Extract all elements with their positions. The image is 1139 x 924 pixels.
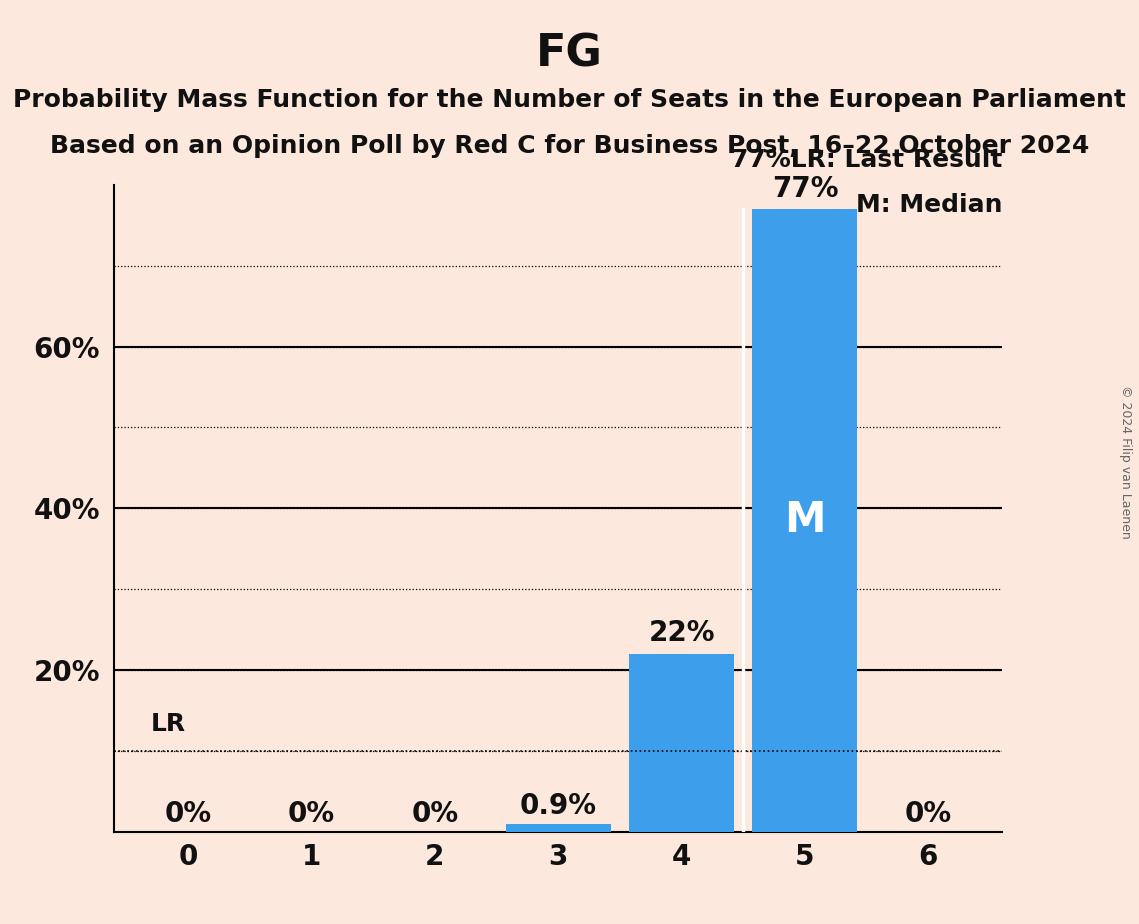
Text: FG: FG <box>536 32 603 76</box>
Text: M: M <box>784 499 826 541</box>
Text: 77%LR: Last Result: 77%LR: Last Result <box>731 148 1002 172</box>
Bar <box>629 654 734 832</box>
Text: Probability Mass Function for the Number of Seats in the European Parliament: Probability Mass Function for the Number… <box>13 88 1126 112</box>
Text: 0%: 0% <box>164 799 212 828</box>
Text: 0%: 0% <box>288 799 335 828</box>
Text: 0.9%: 0.9% <box>519 792 597 821</box>
Text: Based on an Opinion Poll by Red C for Business Post, 16–22 October 2024: Based on an Opinion Poll by Red C for Bu… <box>50 134 1089 158</box>
Text: 77%: 77% <box>771 175 838 202</box>
Text: M: Median: M: Median <box>855 193 1002 217</box>
Text: © 2024 Filip van Laenen: © 2024 Filip van Laenen <box>1118 385 1132 539</box>
Text: 0%: 0% <box>904 799 952 828</box>
Bar <box>506 824 611 832</box>
Text: LR: LR <box>150 712 186 736</box>
Text: 0%: 0% <box>411 799 458 828</box>
Bar <box>753 209 858 832</box>
Text: 22%: 22% <box>648 619 715 647</box>
